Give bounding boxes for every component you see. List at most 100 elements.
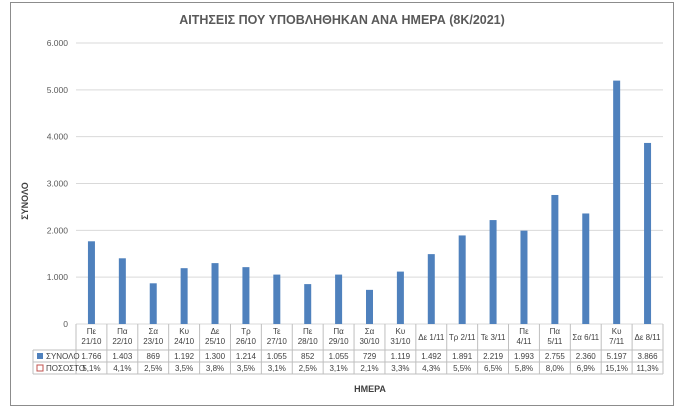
data-label: 1.993: [514, 352, 535, 361]
data-label: 1.214: [236, 352, 257, 361]
x-tick-label: 5/11: [547, 337, 563, 346]
y-tick-label: 1.000: [47, 272, 69, 282]
data-label: 1.055: [267, 352, 288, 361]
chart-frame: ΑΙΤΗΣΕΙΣ ΠΟΥ ΥΠΟΒΛΗΘΗΚΑΝ ΑΝΑ ΗΜΕΡΑ (8Κ/2…: [10, 2, 674, 406]
percent-label: 3,5%: [175, 364, 193, 373]
x-tick-label: 29/10: [329, 337, 350, 346]
bar: [458, 235, 466, 324]
y-tick-label: 4.000: [47, 132, 69, 142]
data-label: 852: [301, 352, 315, 361]
x-axis-title: ΗΜΕΡΑ: [354, 384, 386, 394]
x-tick-label: 4/11: [516, 337, 532, 346]
x-tick-label: 24/10: [174, 337, 195, 346]
y-tick-label: 6.000: [47, 38, 69, 48]
percent-label: 15,1%: [605, 364, 628, 373]
data-label: 1.492: [421, 352, 442, 361]
percent-label: 3,1%: [329, 364, 347, 373]
legend-label-percent: ΠΟΣΟΣΤΟ: [46, 364, 85, 373]
x-tick-label: Δε: [211, 327, 220, 336]
bars: [87, 80, 652, 324]
x-tick-label: Πε: [87, 327, 97, 336]
x-tick-label: Τρ 2/11: [449, 333, 476, 342]
bar: [87, 241, 95, 324]
percent-label: 4,3%: [422, 364, 440, 373]
chart-svg: ΑΙΤΗΣΕΙΣ ΠΟΥ ΥΠΟΒΛΗΘΗΚΑΝ ΑΝΑ ΗΜΕΡΑ (8Κ/2…: [20, 13, 664, 394]
x-tick-label: Σα 6/11: [572, 333, 599, 342]
x-tick-label: Πε: [303, 327, 313, 336]
x-tick-label: 31/10: [390, 337, 411, 346]
x-tick-label: 22/10: [112, 337, 133, 346]
data-label: 5.197: [607, 352, 628, 361]
percent-label: 2,1%: [360, 364, 378, 373]
y-tick-label: 0: [63, 319, 68, 329]
percent-label: 3,8%: [206, 364, 224, 373]
y-tick-label: 3.000: [47, 179, 69, 189]
x-tick-label: Πε: [519, 327, 529, 336]
percent-label: 11,3%: [637, 364, 659, 373]
percent-label: 3,3%: [391, 364, 409, 373]
x-tick-label: Δε 8/11: [634, 333, 661, 342]
bar: [582, 213, 590, 324]
x-tick-label: Δε 1/11: [418, 333, 445, 342]
chart-title: ΑΙΤΗΣΕΙΣ ΠΟΥ ΥΠΟΒΛΗΘΗΚΑΝ ΑΝΑ ΗΜΕΡΑ (8Κ/2…: [179, 13, 505, 27]
x-tick-label: 21/10: [81, 337, 102, 346]
bar: [366, 289, 373, 324]
bar: [613, 80, 621, 324]
x-tick-label: Τε: [273, 327, 281, 336]
legend-label-total: ΣΥΝΟΛΟ: [46, 352, 80, 361]
x-tick-label: Σα: [148, 327, 158, 336]
bar: [180, 268, 188, 324]
bar: [273, 274, 281, 324]
percent-label: 3,1%: [268, 364, 286, 373]
x-tick-label: 7/11: [609, 337, 625, 346]
x-tick-label: 30/10: [359, 337, 380, 346]
x-tick-label: 26/10: [236, 337, 257, 346]
y-tick-label: 2.000: [47, 225, 69, 235]
percent-label: 5,5%: [453, 364, 471, 373]
bar: [396, 271, 404, 324]
x-tick-label: 27/10: [267, 337, 288, 346]
legend-swatch-percent: [36, 364, 44, 372]
percent-label: 5,1%: [82, 364, 100, 373]
bar: [242, 267, 250, 324]
data-label: 3.866: [638, 352, 659, 361]
data-label: 1.192: [174, 352, 195, 361]
x-tick-label: Κυ: [179, 327, 189, 336]
data-label: 729: [363, 352, 377, 361]
bar: [551, 194, 559, 324]
percent-label: 2,5%: [144, 364, 162, 373]
bar: [118, 258, 126, 324]
data-label: 1.055: [329, 352, 350, 361]
bar: [427, 254, 435, 324]
gridlines: [76, 42, 663, 325]
bar: [520, 230, 528, 324]
y-axis-ticks: 0 1.000 2.000 3.000 4.000 5.000 6.000: [47, 38, 69, 329]
x-tick-label: Τρ: [241, 327, 251, 336]
percent-label: 8,0%: [546, 364, 564, 373]
x-tick-label: Σα: [365, 327, 375, 336]
data-label: 1.300: [205, 352, 226, 361]
data-label: 2.360: [576, 352, 597, 361]
x-tick-label: Πα: [550, 327, 561, 336]
x-tick-label: Πα: [333, 327, 344, 336]
data-label: 869: [147, 352, 161, 361]
percent-label: 5,8%: [515, 364, 533, 373]
data-table: Πε21/10Πα22/10Σα23/10Κυ24/10Δε25/10Τρ26/…: [32, 324, 664, 375]
x-tick-label: Κυ: [396, 327, 406, 336]
percent-label: 4,1%: [113, 364, 131, 373]
data-label: 1.891: [452, 352, 473, 361]
x-tick-label: 23/10: [143, 337, 164, 346]
bar: [149, 283, 157, 324]
x-tick-label: Τε 3/11: [481, 333, 506, 342]
bar: [335, 274, 343, 324]
x-tick-label: 28/10: [298, 337, 319, 346]
percent-label: 6,9%: [577, 364, 595, 373]
percent-label: 2,5%: [299, 364, 317, 373]
x-tick-label: Πα: [117, 327, 128, 336]
data-label: 2.755: [545, 352, 566, 361]
percent-label: 3,5%: [237, 364, 255, 373]
data-label: 1.403: [112, 352, 133, 361]
y-axis-title: ΣΥΝΟΛΟ: [20, 182, 30, 219]
data-label: 2.219: [483, 352, 504, 361]
x-tick-label: 25/10: [205, 337, 226, 346]
